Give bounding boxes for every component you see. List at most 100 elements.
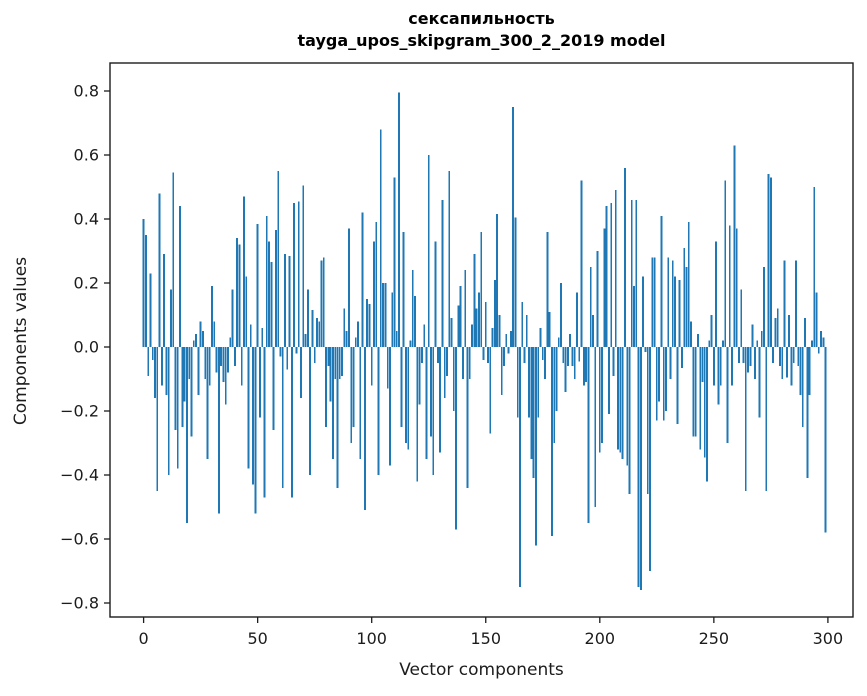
- bar: [566, 347, 569, 367]
- axes-spines: [109, 62, 854, 618]
- bar: [738, 347, 740, 363]
- bar: [327, 347, 330, 367]
- bar: [674, 276, 676, 347]
- bar: [477, 292, 480, 347]
- bar: [619, 347, 622, 453]
- bar: [300, 347, 302, 399]
- bar: [706, 347, 708, 482]
- bar: [820, 331, 822, 347]
- bar: [400, 347, 403, 427]
- bar: [265, 215, 268, 347]
- bar: [623, 167, 626, 347]
- y-tick-label: 0.8: [74, 82, 99, 101]
- bar: [316, 318, 318, 347]
- bar: [350, 347, 353, 443]
- bar: [332, 347, 334, 459]
- bar: [320, 260, 323, 347]
- bar: [760, 331, 763, 347]
- bar: [359, 347, 362, 459]
- bar: [626, 347, 629, 466]
- bar: [701, 347, 704, 383]
- bar: [662, 347, 665, 421]
- bar: [598, 347, 601, 453]
- bar: [220, 347, 223, 367]
- bar: [742, 347, 745, 363]
- bar: [379, 129, 382, 347]
- bar: [425, 347, 428, 459]
- bar: [170, 289, 172, 347]
- bar: [525, 315, 528, 347]
- bar: [797, 347, 800, 367]
- bar: [236, 238, 239, 347]
- bar: [222, 347, 225, 383]
- bar: [726, 347, 729, 443]
- bar: [306, 289, 309, 347]
- bar: [420, 347, 423, 363]
- bar: [696, 334, 699, 347]
- bar: [612, 347, 615, 376]
- bar: [247, 347, 250, 469]
- bar: [217, 347, 220, 514]
- bar: [174, 347, 177, 431]
- bar: [731, 347, 734, 386]
- bar: [550, 347, 553, 536]
- bar: [448, 171, 451, 347]
- bar: [644, 347, 647, 352]
- bar: [427, 155, 430, 347]
- bar: [815, 292, 818, 347]
- bar: [172, 172, 175, 347]
- bar: [795, 260, 797, 347]
- bar: [541, 347, 544, 360]
- bar: [587, 347, 590, 523]
- bar: [603, 228, 606, 347]
- bar: [229, 337, 232, 347]
- bar: [290, 347, 293, 498]
- bar: [569, 334, 572, 347]
- bar: [211, 286, 213, 347]
- x-tick-label: 100: [356, 629, 387, 648]
- bar: [416, 347, 419, 482]
- bar: [414, 295, 416, 347]
- bar: [813, 187, 816, 347]
- bar: [765, 347, 768, 491]
- bar: [293, 203, 296, 347]
- bar: [671, 260, 674, 347]
- bar: [370, 347, 373, 386]
- bar: [489, 347, 492, 434]
- bar: [227, 347, 229, 373]
- bar: [430, 347, 432, 437]
- bar: [687, 222, 690, 347]
- bar: [208, 347, 211, 386]
- bar: [683, 247, 686, 347]
- bar: [188, 347, 191, 379]
- bar: [639, 347, 642, 591]
- bar: [199, 321, 202, 347]
- bar: [286, 347, 289, 370]
- bar: [779, 347, 781, 367]
- x-tick-label: 300: [813, 629, 844, 648]
- bar: [389, 347, 391, 466]
- bar: [484, 302, 487, 347]
- bar: [544, 347, 546, 379]
- bar: [398, 92, 400, 347]
- bar: [329, 347, 332, 402]
- bar: [822, 337, 825, 347]
- bar: [268, 241, 270, 347]
- bar: [147, 347, 150, 376]
- bar: [354, 337, 357, 347]
- bar: [811, 340, 813, 347]
- bar: [576, 292, 578, 347]
- bar: [790, 347, 793, 386]
- bar: [699, 347, 702, 450]
- bar: [799, 347, 802, 395]
- bar: [630, 199, 633, 347]
- bar: [144, 235, 147, 347]
- bar: [487, 347, 489, 363]
- bar: [281, 347, 284, 488]
- bar: [450, 318, 453, 347]
- bar: [464, 270, 467, 347]
- bar: [443, 347, 446, 399]
- bar: [334, 347, 337, 379]
- bar: [642, 276, 645, 347]
- bar: [457, 305, 460, 347]
